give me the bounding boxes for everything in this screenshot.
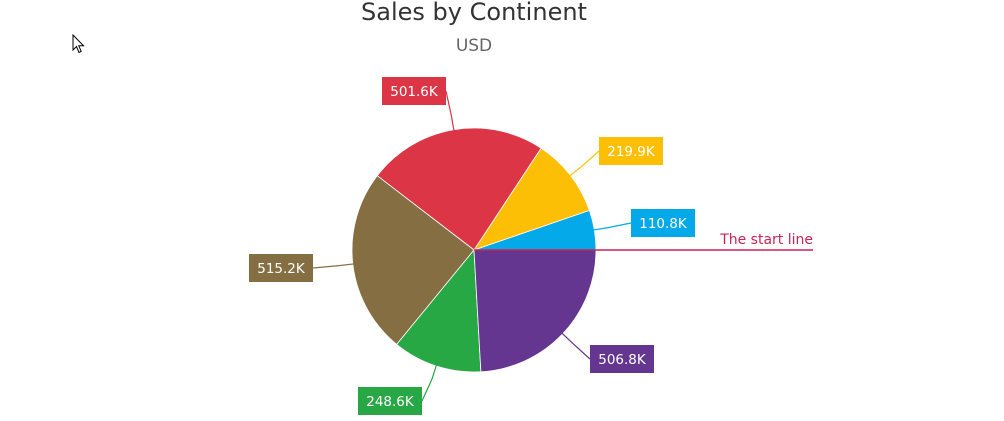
chart-title: Sales by Continent — [361, 0, 587, 26]
label-connector — [592, 222, 632, 231]
mouse-cursor-icon — [72, 34, 85, 54]
label-connector — [445, 90, 455, 132]
label-connector — [312, 263, 355, 269]
data-label: 506.8K — [598, 352, 647, 368]
data-label-box — [631, 209, 695, 237]
data-label: 219.9K — [607, 144, 656, 160]
chart-subtitle: USD — [455, 36, 493, 56]
start-line-label: The start line — [719, 232, 813, 248]
label-connector — [560, 331, 591, 360]
data-label: 515.2K — [257, 261, 306, 277]
data-label-box — [382, 77, 446, 105]
label-connector — [568, 150, 600, 177]
pie-slice[interactable] — [473, 249, 597, 373]
data-label: 248.6K — [366, 394, 415, 410]
data-label-box — [599, 137, 663, 165]
label-connector — [421, 363, 438, 402]
data-label-box — [358, 387, 422, 415]
data-label: 501.6K — [390, 84, 439, 100]
data-label-box — [590, 345, 654, 373]
data-label: 110.8K — [639, 216, 688, 232]
data-label-box — [249, 254, 313, 282]
